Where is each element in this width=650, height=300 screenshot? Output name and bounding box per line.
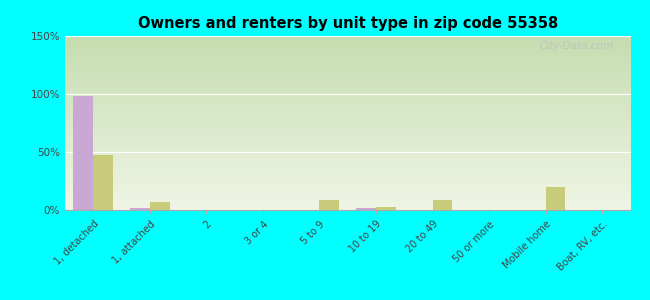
Bar: [130, 208, 150, 210]
Bar: [150, 202, 170, 210]
Bar: [546, 187, 566, 210]
Bar: [376, 206, 396, 210]
Bar: [433, 200, 452, 210]
Bar: [94, 155, 113, 210]
Title: Owners and renters by unit type in zip code 55358: Owners and renters by unit type in zip c…: [138, 16, 558, 31]
Bar: [320, 200, 339, 210]
Text: City-Data.com: City-Data.com: [540, 41, 614, 51]
Bar: [73, 96, 94, 210]
Bar: [356, 208, 376, 210]
